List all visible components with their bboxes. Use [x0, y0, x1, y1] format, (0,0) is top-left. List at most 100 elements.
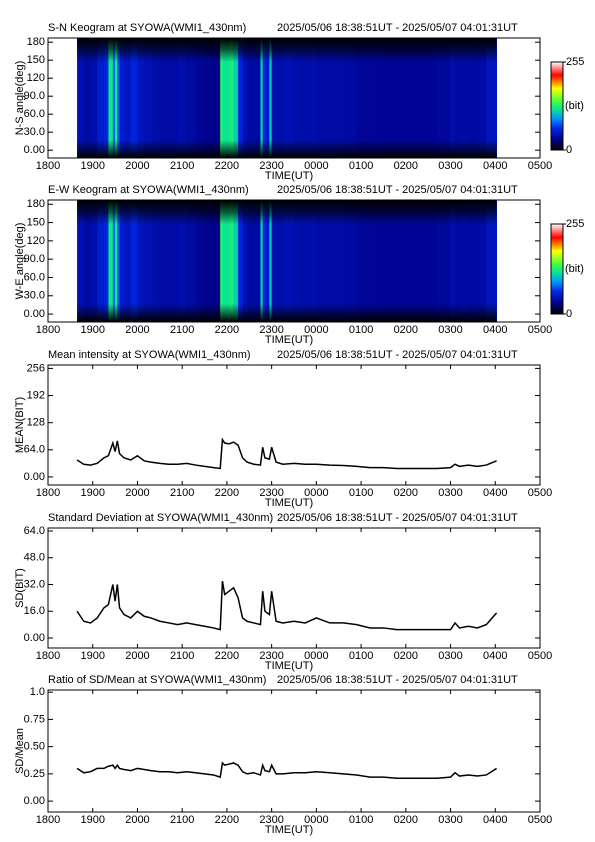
x-axis-label: TIME(UT)	[265, 497, 313, 509]
x-tick-label: 0200	[394, 487, 418, 499]
colorbar-tick-label: 0	[566, 308, 572, 320]
x-tick-label: 2200	[215, 160, 239, 172]
y-tick-label: 30.0	[24, 126, 45, 138]
chart-title: Ratio of SD/Mean at SYOWA(WMI1_430nm)	[48, 674, 266, 686]
y-tick-label: 120	[27, 72, 45, 84]
chart-subtitle: 2025/05/06 18:38:51UT - 2025/05/07 04:01…	[277, 674, 518, 686]
y-tick-label: 180	[27, 198, 45, 210]
x-tick-label: 2000	[125, 324, 149, 336]
x-axis-label: TIME(UT)	[265, 170, 313, 182]
y-tick-label: 0.25	[24, 768, 45, 780]
y-tick-label: 64.0	[24, 444, 45, 456]
x-tick-label: 0100	[349, 650, 373, 662]
x-tick-label: 0000	[304, 650, 328, 662]
x-tick-label: 0000	[304, 160, 328, 172]
y-tick-label: 48.0	[24, 552, 45, 564]
x-tick-label: 1900	[80, 814, 104, 826]
x-tick-label: 2100	[170, 650, 194, 662]
x-tick-label: 0300	[438, 487, 462, 499]
colorbar-label: (bit)	[565, 263, 584, 275]
y-tick-label: 16.0	[24, 605, 45, 617]
y-tick-label: 90.0	[24, 90, 45, 102]
y-tick-label: 256	[27, 362, 45, 374]
colorbar	[550, 61, 564, 151]
chart-subtitle: 2025/05/06 18:38:51UT - 2025/05/07 04:01…	[277, 349, 518, 361]
x-tick-label: 0500	[528, 487, 552, 499]
x-axis-label: TIME(UT)	[265, 660, 313, 672]
y-tick-label: 0.00	[24, 795, 45, 807]
x-tick-label: 2200	[215, 814, 239, 826]
y-tick-label: 150	[27, 216, 45, 228]
x-tick-label: 0400	[483, 487, 507, 499]
y-tick-label: 120	[27, 235, 45, 247]
x-tick-label: 1900	[80, 160, 104, 172]
x-tick-label: 2100	[170, 814, 194, 826]
x-tick-label: 2000	[125, 160, 149, 172]
chart-title: Mean intensity at SYOWA(WMI1_430nm)	[48, 349, 251, 361]
x-tick-label: 0000	[304, 814, 328, 826]
y-tick-label: 192	[27, 389, 45, 401]
x-tick-label: 1800	[36, 814, 60, 826]
y-tick-label: 0.50	[24, 741, 45, 753]
chart-title: S-N Keogram at SYOWA(WMI1_430nm)	[48, 22, 246, 34]
y-axis-label: W-E angle(deg)	[14, 223, 26, 300]
data-line	[76, 437, 497, 470]
x-tick-label: 0400	[483, 650, 507, 662]
y-axis-label: N-S angle(deg)	[14, 61, 26, 136]
x-tick-label: 2200	[215, 324, 239, 336]
colorbar-label: (bit)	[565, 100, 584, 112]
x-tick-label: 2300	[259, 814, 283, 826]
y-tick-label: 64.0	[24, 525, 45, 537]
x-tick-label: 0500	[528, 160, 552, 172]
x-tick-label: 0500	[528, 324, 552, 336]
x-tick-label: 0200	[394, 814, 418, 826]
x-tick-label: 2000	[125, 650, 149, 662]
x-tick-label: 1800	[36, 487, 60, 499]
plot-frame	[47, 199, 541, 323]
y-tick-label: 0.00	[24, 144, 45, 156]
x-tick-label: 1800	[36, 324, 60, 336]
x-tick-label: 0500	[528, 650, 552, 662]
y-tick-label: 30.0	[24, 290, 45, 302]
x-tick-label: 1900	[80, 324, 104, 336]
plot-frame	[47, 364, 541, 486]
y-tick-label: 1.0	[30, 686, 45, 698]
x-tick-label: 0300	[438, 160, 462, 172]
data-line	[76, 761, 498, 779]
x-tick-label: 0200	[394, 324, 418, 336]
x-axis-label: TIME(UT)	[265, 334, 313, 346]
x-tick-label: 0100	[349, 814, 373, 826]
chart-subtitle: 2025/05/06 18:38:51UT - 2025/05/07 04:01…	[277, 512, 518, 524]
y-tick-label: 32.0	[24, 578, 45, 590]
x-tick-label: 0100	[349, 487, 373, 499]
colorbar	[550, 223, 564, 315]
x-tick-label: 0200	[394, 650, 418, 662]
edge-shading	[77, 200, 497, 322]
data-line	[76, 581, 498, 631]
plot-frame	[47, 527, 541, 649]
x-tick-label: 2300	[259, 160, 283, 172]
x-tick-label: 0300	[438, 814, 462, 826]
x-tick-label: 1800	[36, 650, 60, 662]
y-axis-label: SD/Mean	[14, 728, 26, 774]
colorbar-tick-label: 0	[566, 144, 572, 156]
x-tick-label: 0400	[483, 160, 507, 172]
x-tick-label: 0400	[483, 324, 507, 336]
x-tick-label: 0000	[304, 324, 328, 336]
x-tick-label: 2300	[259, 650, 283, 662]
x-tick-label: 0300	[438, 650, 462, 662]
y-tick-label: 128	[27, 417, 45, 429]
x-tick-label: 1800	[36, 160, 60, 172]
x-tick-label: 2100	[170, 160, 194, 172]
y-axis-label: SD(BIT)	[14, 568, 26, 608]
x-tick-label: 2000	[125, 487, 149, 499]
x-tick-label: 2000	[125, 814, 149, 826]
chart-subtitle: 2025/05/06 18:38:51UT - 2025/05/07 04:01…	[277, 184, 518, 196]
x-tick-label: 2200	[215, 650, 239, 662]
x-tick-label: 1900	[80, 487, 104, 499]
x-tick-label: 2200	[215, 487, 239, 499]
y-tick-label: 0.00	[24, 308, 45, 320]
x-tick-label: 2300	[259, 324, 283, 336]
y-tick-label: 180	[27, 36, 45, 48]
colorbar-tick-label: 255	[566, 218, 584, 230]
